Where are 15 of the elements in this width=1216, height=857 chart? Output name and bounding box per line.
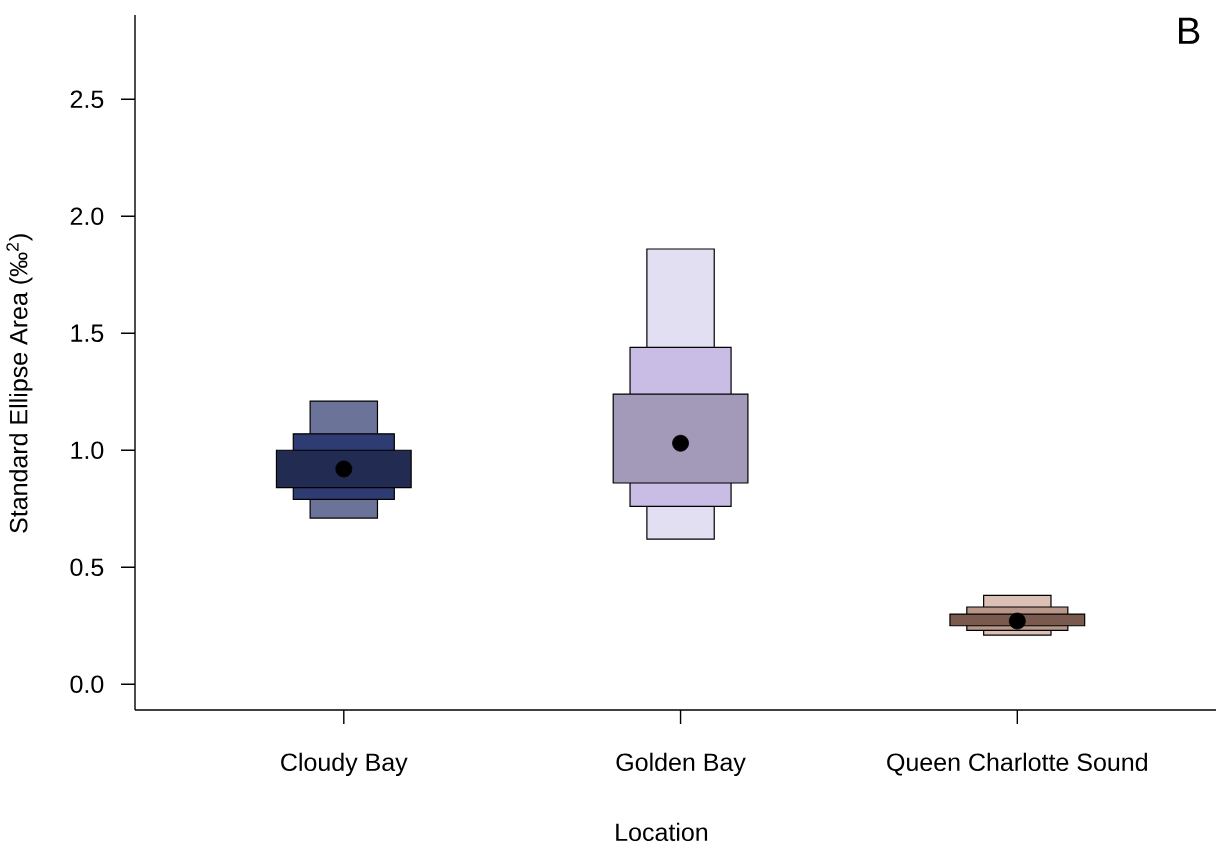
point	[672, 434, 689, 452]
point	[335, 460, 353, 478]
y-tick-label: 2.5	[70, 90, 104, 109]
y-tick-label: 1.0	[71, 441, 104, 460]
y-tick-label: 2.0	[70, 207, 104, 226]
x-tick-label: Queen Charlotte Sound	[887, 752, 1147, 776]
point	[1008, 612, 1026, 630]
x-tick-label: Golden Bay	[616, 752, 746, 777]
chart-title: B	[1179, 17, 1200, 44]
y-tick-label: 0.5	[70, 558, 104, 577]
y-axis-title: Standard Ellipse Area (‰$^{2}$)	[6, 234, 33, 533]
y-tick-label: 0.0	[70, 675, 104, 694]
x-axis-title: Location	[616, 822, 708, 842]
x-tick-label: Cloudy Bay	[281, 752, 408, 777]
y-tick-label: 1.5	[71, 324, 104, 342]
